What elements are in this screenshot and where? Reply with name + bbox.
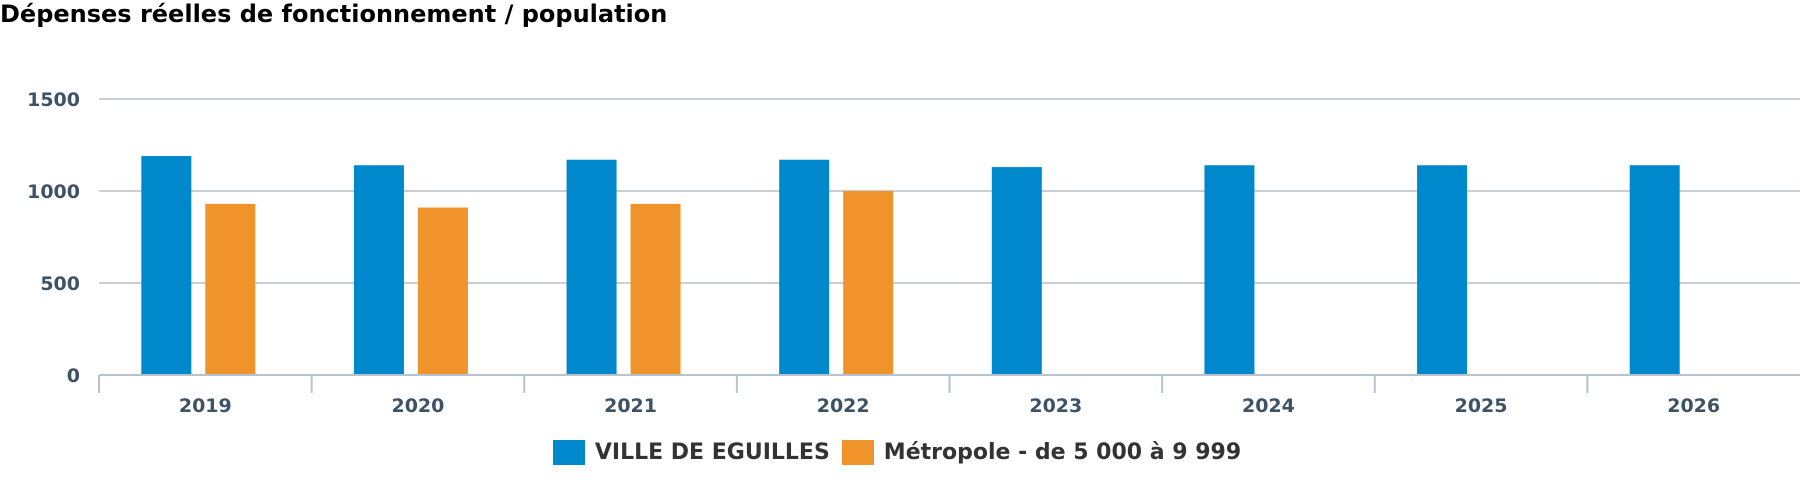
bars (141, 156, 1680, 375)
bar-ville-2025[interactable] (1417, 165, 1468, 375)
x-tick-label: 2019 (179, 395, 232, 417)
x-tick-label: 2020 (391, 395, 444, 417)
bar-metropole-2020[interactable] (417, 207, 468, 375)
chart-title: Dépenses réelles de fonctionnement / pop… (0, 0, 668, 28)
legend-swatch-series-2 (841, 440, 874, 465)
y-tick-label: 500 (40, 273, 80, 295)
legend-label-series-2: Métropole - de 5 000 à 9 999 (883, 440, 1242, 465)
bar-metropole-2019[interactable] (205, 203, 256, 375)
y-tick-label: 1000 (27, 181, 80, 203)
bar-metropole-2022[interactable] (843, 191, 894, 375)
x-tick-label: 2022 (817, 395, 870, 417)
legend-swatch-series-1 (552, 440, 585, 465)
y-tick-label: 1500 (27, 89, 80, 111)
legend-item-series-1[interactable]: VILLE DE EGUILLES (552, 440, 830, 465)
bar-ville-2021[interactable] (566, 159, 617, 375)
x-axis: 2019 2020 2021 2022 2023 2024 2025 2026 (98, 374, 1800, 417)
x-tick-label: 2026 (1667, 395, 1720, 417)
bar-ville-2024[interactable] (1204, 165, 1255, 375)
bar-ville-2023[interactable] (991, 167, 1042, 375)
x-tick-label: 2023 (1029, 395, 1082, 417)
legend-label-series-1: VILLE DE EGUILLES (594, 440, 830, 465)
x-tick-label: 2025 (1455, 395, 1508, 417)
bar-chart: 0 500 1000 1500 2019 2020 2021 2022 2023 2024 202… (27, 89, 1800, 417)
y-axis-ticks: 0 500 1000 1500 (27, 89, 80, 387)
bar-ville-2022[interactable] (779, 159, 830, 375)
bar-ville-2026[interactable] (1629, 165, 1680, 375)
bar-metropole-2021[interactable] (630, 203, 681, 375)
y-tick-label: 0 (67, 365, 80, 387)
legend-item-series-2[interactable]: Métropole - de 5 000 à 9 999 (841, 440, 1242, 465)
x-tick-label: 2021 (604, 395, 657, 417)
x-tick-label: 2024 (1242, 395, 1295, 417)
bar-ville-2020[interactable] (353, 165, 404, 375)
legend: VILLE DE EGUILLES Métropole - de 5 000 à… (0, 440, 1800, 465)
bar-ville-2019[interactable] (141, 156, 192, 375)
